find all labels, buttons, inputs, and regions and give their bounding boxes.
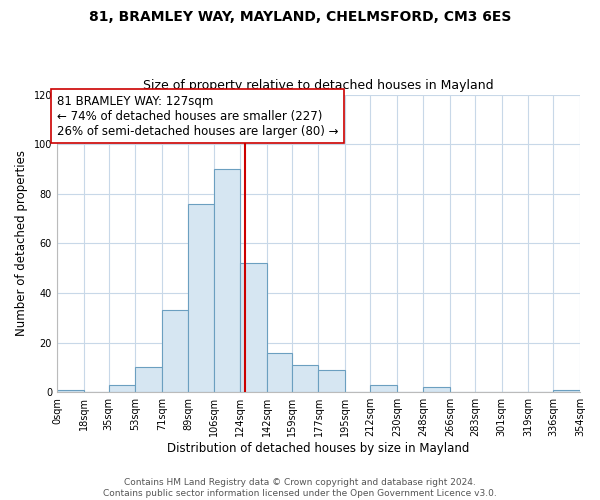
Bar xyxy=(109,385,135,392)
Bar xyxy=(214,169,240,392)
X-axis label: Distribution of detached houses by size in Mayland: Distribution of detached houses by size … xyxy=(167,442,470,455)
Bar xyxy=(135,368,162,392)
Bar xyxy=(267,352,292,392)
Text: 81, BRAMLEY WAY, MAYLAND, CHELMSFORD, CM3 6ES: 81, BRAMLEY WAY, MAYLAND, CHELMSFORD, CM… xyxy=(89,10,511,24)
Bar xyxy=(424,387,450,392)
Text: 81 BRAMLEY WAY: 127sqm
← 74% of detached houses are smaller (227)
26% of semi-de: 81 BRAMLEY WAY: 127sqm ← 74% of detached… xyxy=(57,94,338,138)
Bar xyxy=(240,263,267,392)
Bar xyxy=(188,204,214,392)
Bar xyxy=(319,370,345,392)
Bar xyxy=(162,310,188,392)
Bar xyxy=(370,385,397,392)
Bar xyxy=(57,390,83,392)
Bar xyxy=(292,365,319,392)
Title: Size of property relative to detached houses in Mayland: Size of property relative to detached ho… xyxy=(143,79,494,92)
Y-axis label: Number of detached properties: Number of detached properties xyxy=(15,150,28,336)
Text: Contains HM Land Registry data © Crown copyright and database right 2024.
Contai: Contains HM Land Registry data © Crown c… xyxy=(103,478,497,498)
Bar xyxy=(553,390,580,392)
